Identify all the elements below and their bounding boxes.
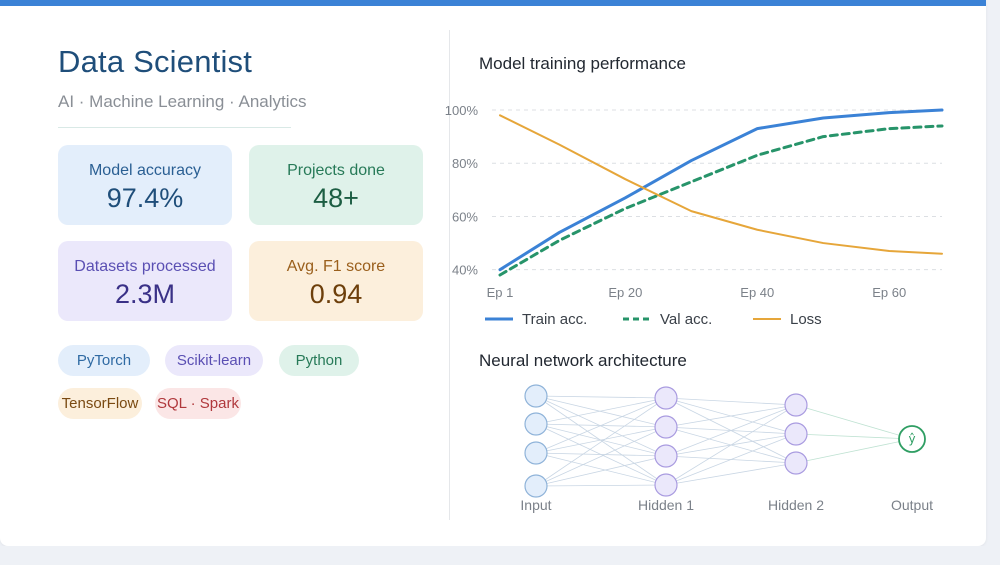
column-divider bbox=[449, 30, 450, 520]
connection bbox=[795, 404, 913, 440]
training-chart: 40% 60% 80% 100% Ep 1 Ep 20 Ep 40 Ep 60 Train ac… bbox=[445, 103, 944, 328]
connection bbox=[535, 395, 667, 486]
connection bbox=[795, 433, 913, 440]
node bbox=[654, 444, 678, 468]
network-title: Neural network architecture bbox=[479, 351, 687, 370]
node bbox=[524, 441, 548, 465]
series-train-acc-line bbox=[498, 108, 944, 272]
subtitle: AI · Machine Learning · Analytics bbox=[58, 92, 307, 111]
stat-projects-done: Projects done 48+ bbox=[249, 145, 423, 225]
connection bbox=[535, 397, 667, 425]
layer-label: Input bbox=[520, 497, 551, 513]
connection bbox=[535, 395, 667, 457]
stat-label: Avg. F1 score bbox=[286, 258, 386, 275]
y-tick-label: 80% bbox=[452, 156, 478, 171]
node bbox=[524, 474, 548, 498]
accent-bar bbox=[0, 0, 986, 6]
page-title: Data Scientist bbox=[58, 44, 253, 79]
stat-model-accuracy: Model accuracy 97.4% bbox=[58, 145, 232, 225]
connection bbox=[665, 397, 797, 406]
node bbox=[654, 415, 678, 439]
stat-label: Projects done bbox=[287, 162, 385, 179]
tag-scikit-learn[interactable]: Scikit-learn bbox=[165, 345, 263, 376]
tag-pytorch[interactable]: PyTorch bbox=[58, 345, 150, 376]
stat-value: 97.4% bbox=[106, 183, 184, 213]
tag-python[interactable]: Python bbox=[279, 345, 359, 376]
connection bbox=[665, 404, 797, 457]
node bbox=[784, 422, 808, 446]
x-tick-label: Ep 60 bbox=[872, 285, 906, 300]
connection bbox=[535, 452, 667, 457]
output-symbol: ŷ bbox=[908, 432, 915, 446]
layer-label: Hidden 2 bbox=[768, 497, 824, 513]
connection bbox=[535, 397, 667, 454]
legend-label: Val acc. bbox=[660, 311, 712, 328]
connection bbox=[665, 462, 797, 486]
node bbox=[654, 473, 678, 497]
x-tick-label: Ep 40 bbox=[740, 285, 774, 300]
tag-sql-spark[interactable]: SQL · Spark bbox=[155, 388, 241, 419]
node bbox=[784, 451, 808, 475]
stat-value: 48+ bbox=[313, 183, 359, 213]
y-tick-label: 60% bbox=[452, 209, 478, 224]
connection bbox=[535, 426, 667, 487]
connection bbox=[535, 397, 667, 487]
connection bbox=[535, 452, 667, 486]
network-diagram: Input Hidden 1 Hidden 2 Output ŷ bbox=[520, 384, 933, 513]
stat-datasets-processed: Datasets processed 2.3M bbox=[58, 241, 232, 321]
series-val-acc-line bbox=[498, 124, 944, 277]
node bbox=[784, 393, 808, 417]
stat-value: 0.94 bbox=[309, 279, 363, 309]
stat-f1-score: Avg. F1 score 0.94 bbox=[249, 241, 423, 321]
legend-label: Loss bbox=[790, 311, 822, 328]
stat-label: Datasets processed bbox=[74, 258, 216, 275]
connection bbox=[535, 395, 667, 399]
chart-title: Model training performance bbox=[479, 54, 686, 73]
output-node bbox=[898, 425, 926, 453]
x-tick-label: Ep 20 bbox=[608, 285, 642, 300]
tag-tensorflow[interactable]: TensorFlow bbox=[58, 388, 142, 419]
y-tick-label: 40% bbox=[452, 263, 478, 278]
connection bbox=[665, 433, 797, 486]
connection bbox=[665, 404, 797, 428]
layer-label: Output bbox=[891, 497, 933, 513]
series-loss-line bbox=[499, 114, 943, 255]
divider bbox=[58, 127, 291, 128]
page-footer-strip bbox=[0, 546, 1000, 565]
stat-value: 2.3M bbox=[114, 279, 176, 309]
profile-header: Data Scientist AI · Machine Learning · A… bbox=[58, 44, 428, 128]
connection bbox=[665, 404, 797, 486]
connection bbox=[535, 426, 667, 454]
node bbox=[524, 412, 548, 436]
x-tick-label: Ep 1 bbox=[487, 285, 514, 300]
connection bbox=[535, 455, 667, 487]
connection bbox=[535, 395, 667, 428]
connection bbox=[795, 438, 913, 464]
legend-label: Train acc. bbox=[522, 311, 587, 328]
node bbox=[524, 384, 548, 408]
stat-label: Model accuracy bbox=[88, 162, 202, 179]
node bbox=[654, 386, 678, 410]
connection bbox=[535, 484, 667, 487]
y-tick-label: 100% bbox=[445, 103, 479, 118]
layer-label: Hidden 1 bbox=[638, 497, 694, 513]
